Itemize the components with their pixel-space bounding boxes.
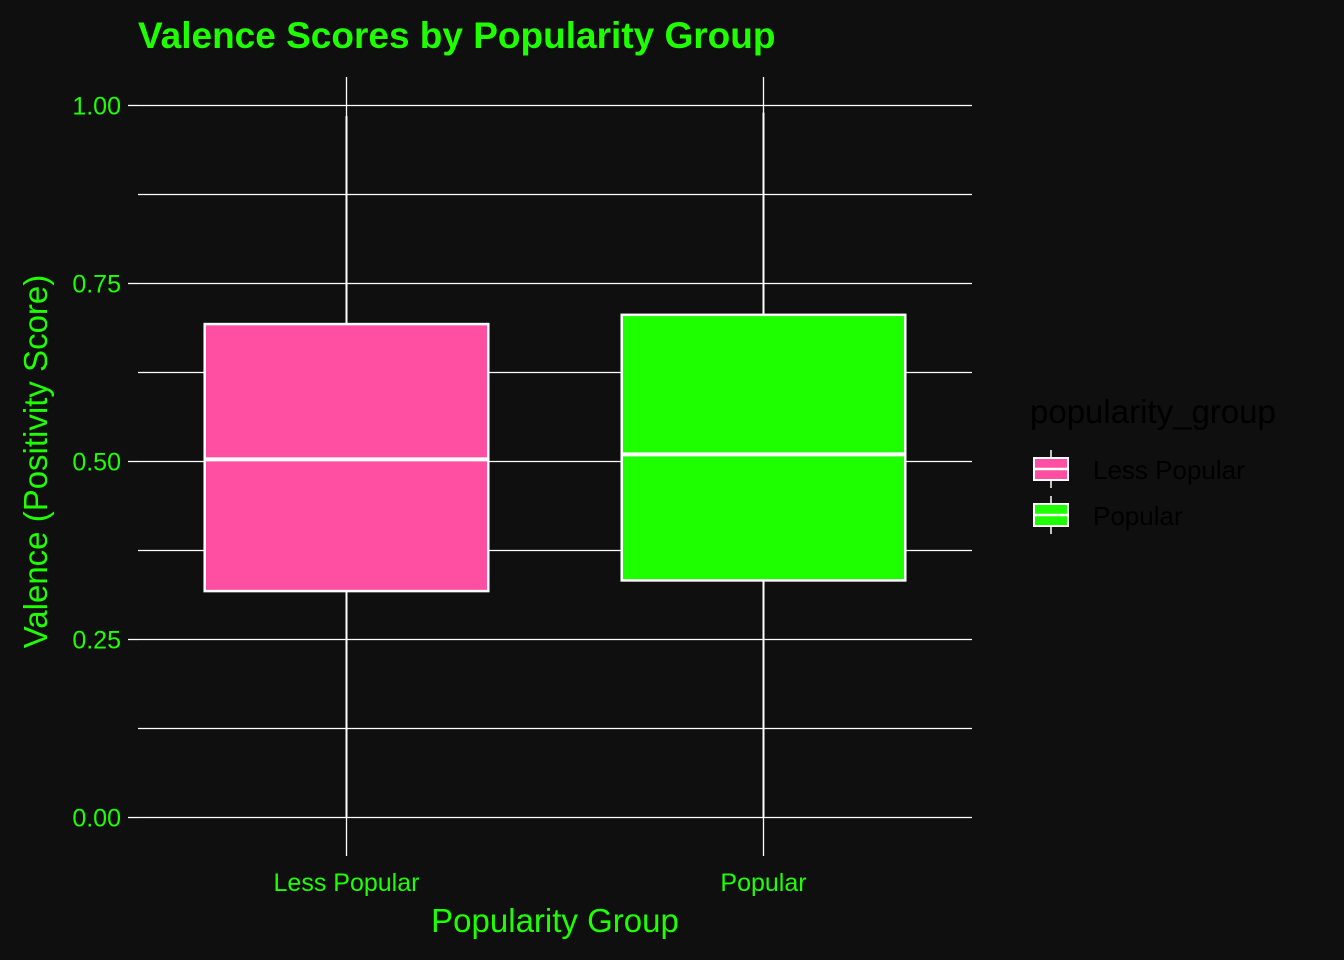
y-tick-label: 0.75 [72,270,121,298]
y-tick-label: 0.25 [72,627,121,655]
box-iqr [620,313,907,582]
legend-items: Less Popular Popular [1033,450,1245,534]
legend: popularity_group Less Popular Popular [1030,393,1276,534]
x-tick-label: Popular [720,869,806,897]
chart-title: Valence Scores by Popularity Group [138,15,775,56]
legend-title: popularity_group [1030,393,1276,430]
legend-item: Less Popular [1033,450,1245,488]
y-tick-label: 1.00 [72,92,121,120]
legend-label: Popular [1093,501,1183,531]
legend-item: Popular [1033,496,1183,534]
box-series [203,112,907,818]
x-tick-label: Less Popular [274,869,420,897]
y-tick-label: 0.50 [72,449,121,477]
box-popular [620,112,907,818]
x-axis-ticks: Less Popular Popular [274,846,807,897]
y-axis-title: Valence (Positivity Score) [17,275,54,649]
box-less-popular [203,116,490,818]
x-axis-title: Popularity Group [431,902,679,939]
y-axis-ticks: 0.00 0.25 0.50 0.75 1.00 [72,92,138,833]
y-tick-label: 0.00 [72,805,121,833]
legend-label: Less Popular [1093,455,1245,485]
